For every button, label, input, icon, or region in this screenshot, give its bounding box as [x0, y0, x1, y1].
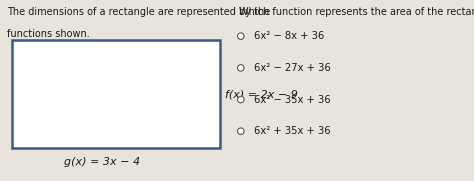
Bar	[12, 40, 220, 148]
Text: The dimensions of a rectangle are represented by the: The dimensions of a rectangle are repres…	[7, 7, 270, 17]
Text: Which function represents the area of the rectangle?: Which function represents the area of th…	[239, 7, 474, 17]
Ellipse shape	[237, 33, 244, 39]
Text: 6x² − 27x + 36: 6x² − 27x + 36	[254, 63, 330, 73]
Ellipse shape	[237, 96, 244, 103]
Text: f(x) = 2x − 9: f(x) = 2x − 9	[225, 89, 298, 99]
Text: 6x² + 35x + 36: 6x² + 35x + 36	[254, 126, 330, 136]
Text: 6x² − 8x + 36: 6x² − 8x + 36	[254, 31, 324, 41]
Ellipse shape	[237, 65, 244, 71]
Ellipse shape	[237, 128, 244, 134]
Text: functions shown.: functions shown.	[7, 29, 90, 39]
Text: g(x) = 3x − 4: g(x) = 3x − 4	[64, 157, 140, 167]
Text: 6x² − 35x + 36: 6x² − 35x + 36	[254, 94, 330, 105]
